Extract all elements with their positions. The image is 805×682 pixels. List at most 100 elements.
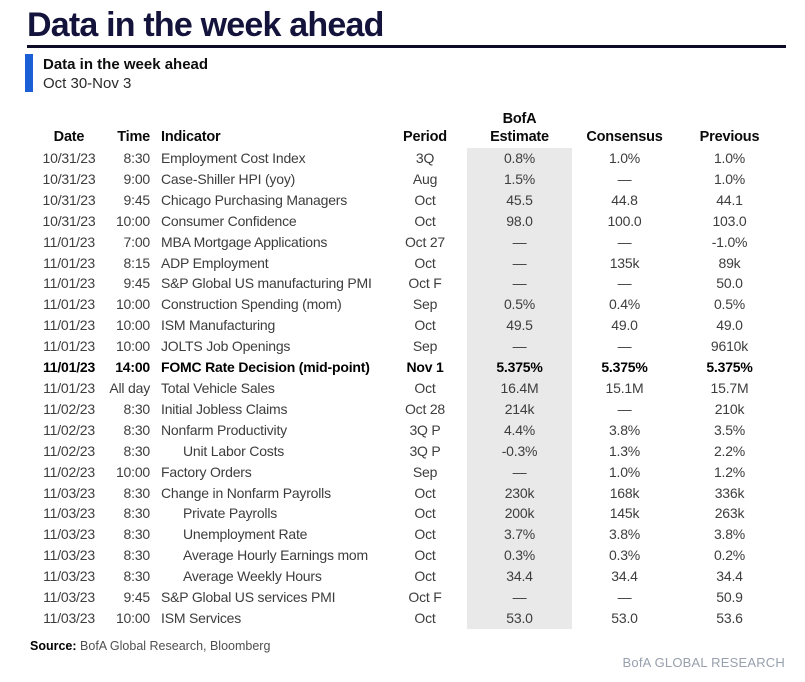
cell-period: Oct — [414, 568, 436, 585]
cell-date: 11/01/23 — [43, 317, 95, 334]
table-row: 11/03/23 8:30 Average Weekly Hours Oct 34.4 3… — [30, 566, 782, 588]
cell-date: 11/03/23 — [43, 568, 95, 585]
cell-date: 11/02/23 — [43, 421, 95, 438]
cell-previous: 103.0 — [712, 212, 747, 229]
cell-period: Oct — [414, 379, 436, 396]
cell-time: 8:30 — [123, 526, 151, 543]
cell-estimate: 49.5 — [467, 315, 572, 337]
cell-date: 11/01/23 — [43, 254, 95, 271]
cell-indicator: ADP Employment — [161, 254, 269, 271]
cell-estimate: 0.8% — [467, 148, 572, 169]
cell-period: Oct 28 — [404, 400, 446, 417]
cell-consensus: 15.1M — [605, 379, 644, 396]
cell-estimate: 214k — [467, 398, 572, 420]
cell-time: 10:00 — [115, 463, 150, 480]
cell-consensus: 1.0% — [608, 150, 641, 166]
cell-date: 11/03/23 — [43, 526, 95, 543]
economic-calendar-table: Date Time Indicator Period BofA Estimate… — [30, 110, 782, 629]
cell-estimate: 0.5% — [467, 294, 572, 316]
cell-period: 3Q P — [409, 421, 441, 438]
table-row: 11/02/23 8:30 Nonfarm Productivity 3Q P 4.4%… — [30, 419, 782, 441]
cell-time: 8:30 — [123, 484, 151, 501]
table-row: 11/01/23 10:00 ISM Manufacturing Oct 49.5 49.… — [30, 315, 782, 337]
cell-period: 3Q P — [409, 442, 441, 459]
cell-previous: -1.0% — [711, 233, 748, 250]
cell-indicator: Average Hourly Earnings mom — [183, 547, 368, 564]
cell-estimate: 4.4% — [467, 419, 572, 441]
cell-estimate: 45.5 — [467, 189, 572, 211]
header-row: Date Time Indicator Period BofA Estimate… — [30, 110, 782, 148]
cell-period: Sep — [412, 463, 438, 480]
cell-consensus: 1.0% — [608, 463, 641, 480]
cell-date: 11/01/23 — [43, 275, 95, 292]
cell-time: 8:30 — [123, 150, 151, 166]
cell-previous: 9610k — [710, 338, 749, 355]
cell-time: 8:30 — [123, 400, 151, 417]
brand-footer: BofA GLOBAL RESEARCH — [622, 655, 785, 670]
cell-consensus: — — [617, 400, 632, 417]
cell-date: 11/02/23 — [43, 463, 95, 480]
cell-estimate: — — [467, 252, 572, 274]
cell-estimate: — — [467, 336, 572, 358]
cell-period: Sep — [412, 338, 438, 355]
cell-estimate: — — [467, 231, 572, 253]
cell-date: 11/03/23 — [43, 609, 95, 626]
cell-period: Aug — [412, 170, 438, 187]
cell-time: 8:30 — [123, 421, 151, 438]
cell-estimate: 3.7% — [467, 524, 572, 546]
cell-indicator: Average Weekly Hours — [183, 568, 322, 585]
cell-indicator: Total Vehicle Sales — [161, 379, 275, 396]
cell-previous: 0.5% — [713, 296, 746, 313]
cell-previous: 336k — [714, 484, 745, 501]
cell-date: 10/31/23 — [42, 212, 96, 229]
cell-indicator: Factory Orders — [161, 463, 252, 480]
cell-period: Oct — [414, 609, 436, 626]
cell-estimate: 0.3% — [467, 545, 572, 567]
table-row: 11/03/23 9:45 S&P Global US services PMI Oc… — [30, 587, 782, 608]
cell-time: 8:30 — [123, 568, 151, 585]
cell-date: 11/01/23 — [42, 359, 96, 376]
cell-time: 8:30 — [123, 442, 151, 459]
cell-time: 10:00 — [115, 212, 150, 229]
table-row: 11/01/23 7:00 MBA Mortgage Applications Oct… — [30, 231, 782, 253]
cell-previous: 15.7M — [710, 379, 749, 396]
cell-previous: 210k — [714, 400, 745, 417]
cell-estimate: 230k — [467, 482, 572, 504]
cell-previous: 50.0 — [716, 275, 743, 292]
table-row: 10/31/23 10:00 Consumer Confidence Oct 98.0 1… — [30, 210, 782, 232]
cell-consensus: 1.3% — [608, 442, 641, 459]
cell-consensus: 0.3% — [608, 547, 641, 564]
cell-estimate: 200k — [467, 503, 572, 525]
cell-time: All day — [109, 379, 150, 396]
cell-previous: 2.2% — [713, 442, 746, 459]
table-row: 10/31/23 8:30 Employment Cost Index 3Q 0.8% 1… — [30, 148, 782, 169]
cell-consensus: 168k — [609, 484, 640, 501]
cell-date: 11/03/23 — [43, 484, 95, 501]
cell-time: 9:00 — [123, 170, 151, 187]
cell-date: 11/03/23 — [43, 505, 95, 522]
cell-time: 8:15 — [123, 254, 151, 271]
cell-consensus: — — [617, 233, 632, 250]
cell-date: 10/31/23 — [42, 170, 96, 187]
cell-date: 10/31/23 — [42, 191, 96, 208]
cell-period: Nov 1 — [406, 359, 444, 376]
cell-previous: 3.5% — [713, 421, 746, 438]
cell-date: 10/31/23 — [42, 150, 96, 166]
table-body: 10/31/23 8:30 Employment Cost Index 3Q 0.8% 1… — [30, 148, 782, 629]
cell-date: 11/01/23 — [43, 338, 95, 355]
cell-period: 3Q — [415, 150, 435, 166]
cell-period: Oct — [414, 484, 436, 501]
cell-indicator: Construction Spending (mom) — [161, 296, 342, 313]
cell-period: Oct — [414, 317, 436, 334]
cell-indicator: Private Payrolls — [183, 505, 278, 522]
cell-previous: 263k — [714, 505, 745, 522]
header-consensus: Consensus — [586, 129, 663, 145]
cell-time: 10:00 — [115, 338, 150, 355]
table-row: 11/03/23 8:30 Change in Nonfarm Payrolls Oc… — [30, 482, 782, 504]
cell-time: 9:45 — [123, 589, 151, 606]
cell-consensus: 5.375% — [601, 359, 648, 376]
header-bofa-estimate: BofA Estimate — [467, 110, 572, 148]
cell-previous: 1.2% — [713, 463, 746, 480]
cell-estimate: -0.3% — [467, 440, 572, 462]
